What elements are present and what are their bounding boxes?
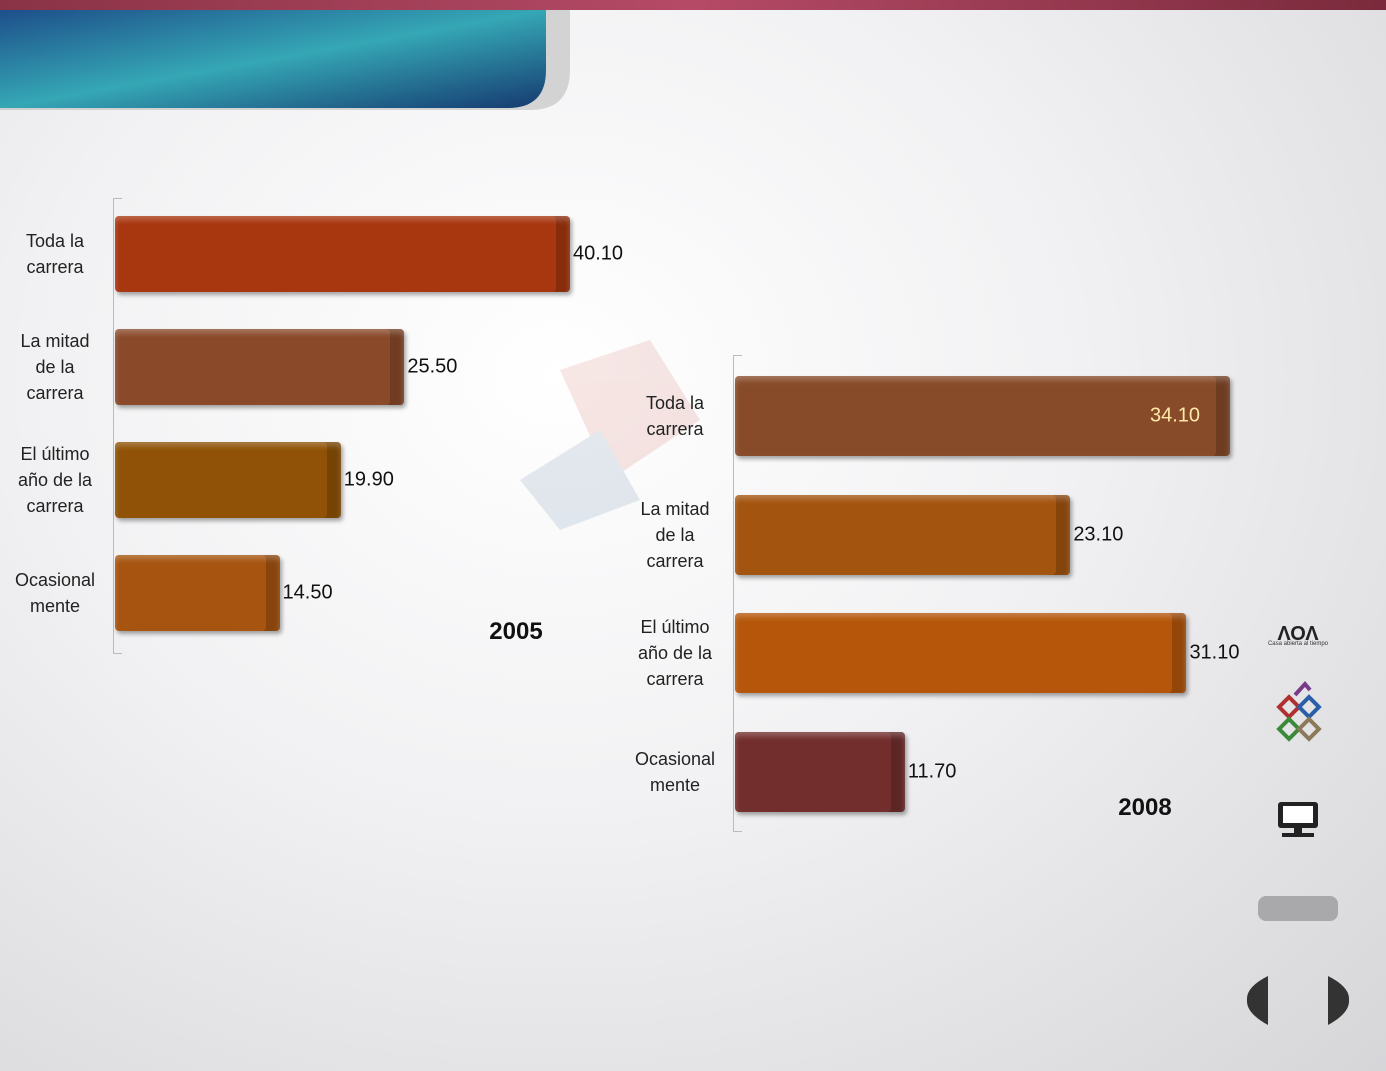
prev-button[interactable] (1246, 976, 1268, 1025)
category-label: La mitad de la carrera (640, 498, 710, 571)
value-label: 40.10 (573, 242, 624, 265)
menu-button[interactable] (1258, 896, 1338, 921)
axis-line (113, 198, 122, 654)
chart-title: 2008 (1118, 794, 1172, 821)
bar (735, 494, 1071, 575)
bar (735, 613, 1187, 693)
value-label: 34.10 (1150, 404, 1201, 427)
category-label: Ocasional mente (634, 748, 716, 795)
logo-icon (1276, 680, 1322, 742)
category-label: Toda la carrera (25, 231, 85, 277)
chart-title: 2005 (489, 618, 543, 645)
value-label: 19.90 (343, 468, 394, 491)
value-label: 23.10 (1073, 523, 1124, 545)
category-label: La mitad de la carrera (20, 331, 90, 403)
axis-line (733, 355, 742, 832)
category-label: El último año de la carrera (17, 444, 93, 516)
bar (115, 442, 341, 518)
value-label: 14.50 (282, 581, 333, 604)
bar (735, 376, 1230, 456)
logo-caption: Casa abierta al tiempo (1268, 641, 1329, 647)
value-label: 11.70 (907, 760, 957, 782)
next-button[interactable] (1328, 976, 1350, 1025)
category-label: Ocasional mente (14, 570, 96, 616)
value-label: 31.10 (1189, 641, 1240, 664)
bar (735, 731, 905, 812)
bar (115, 329, 405, 405)
category-label: El último año de la carrera (637, 617, 713, 689)
bar (115, 216, 570, 292)
bar (115, 555, 280, 631)
logo-mark: ΛΟΛ (1277, 623, 1319, 645)
computer-icon (1278, 802, 1318, 837)
category-label: Toda la carrera (645, 393, 705, 439)
value-label: 25.50 (407, 355, 458, 378)
